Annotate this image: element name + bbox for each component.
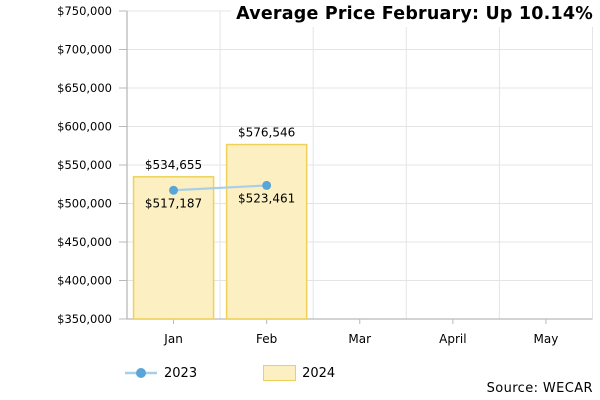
y-tick-label: $400,000 [57, 274, 112, 288]
y-tick-label: $600,000 [57, 120, 112, 134]
y-tick-label: $350,000 [57, 312, 112, 326]
y-tick-label: $650,000 [57, 81, 112, 95]
x-tick-label: Jan [163, 332, 183, 346]
bar-swatch-icon [263, 365, 297, 381]
y-tick-label: $700,000 [57, 43, 112, 57]
bar-value-label: $576,546 [238, 126, 295, 140]
source-attribution: Source: WECAR [486, 381, 593, 396]
line-marker-swatch-icon [125, 368, 157, 378]
line-value-label: $517,187 [145, 196, 202, 210]
x-tick-label: May [534, 332, 559, 346]
bar-value-label: $534,655 [145, 158, 202, 172]
legend-item-2024: 2024 [263, 365, 335, 381]
x-tick-label: Mar [348, 332, 371, 346]
line-point-Jan-2023[interactable] [169, 185, 179, 195]
legend-item-2023: 2023 [124, 365, 197, 381]
y-tick-label: $550,000 [57, 158, 112, 172]
legend-label-2023: 2023 [164, 365, 198, 381]
legend-label-2024: 2024 [302, 365, 336, 381]
line-series-2023 [173, 184, 267, 192]
y-tick-label: $450,000 [57, 235, 112, 249]
line-point-Feb-2023[interactable] [262, 180, 272, 190]
y-tick-label: $750,000 [57, 4, 112, 18]
chart-title: Average Price February: Up 10.14% [231, 2, 596, 27]
line-value-label: $523,461 [238, 191, 295, 205]
x-tick-label: April [439, 332, 466, 346]
chart-legend: 2023 2024 [124, 365, 335, 381]
bar-Jan-2024[interactable] [132, 176, 215, 320]
y-tick-label: $500,000 [57, 197, 112, 211]
x-tick-label: Feb [256, 332, 277, 346]
bar-Feb-2024[interactable] [225, 143, 308, 320]
